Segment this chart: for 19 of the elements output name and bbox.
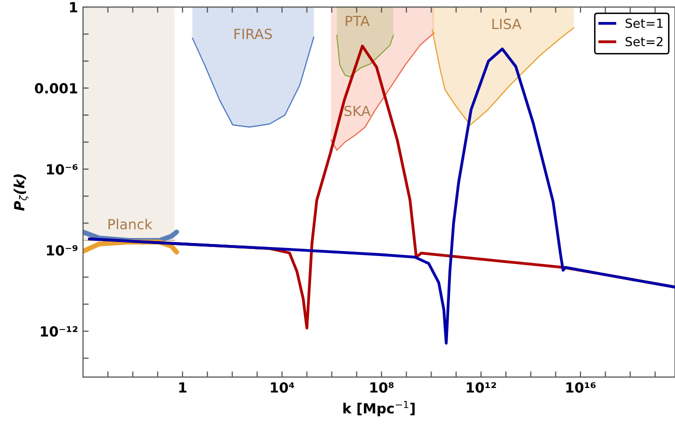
y-tick-label: 10⁻⁶ [46,164,78,175]
x-axis-title: k [Mpc$^{−1}$] [343,400,415,416]
y-tick-label: 10⁻¹² [40,326,78,337]
annotation: PTA [346,16,370,26]
y-tick-label: 10⁻⁹ [46,245,78,256]
y-tick-label: 0.001 [34,83,78,94]
annotation: Planck [108,218,152,230]
x-tick-label: 10⁴ [270,382,294,393]
y-axis-title: P$_{ζ}$(k) [14,174,29,211]
annotation: FIRAS [234,28,272,40]
x-tick-label: 1 [179,382,186,393]
annotation: SKA [344,106,371,116]
x-tick-label: 10¹⁶ [566,382,596,393]
x-tick-label: 10¹² [466,382,496,393]
y-tick-label: 1 [70,2,78,12]
x-tick-label: 10⁸ [370,382,394,393]
annotation: LISA [492,18,522,30]
legend-label: Set=2 [626,36,662,46]
legend-label: Set=1 [626,18,663,28]
